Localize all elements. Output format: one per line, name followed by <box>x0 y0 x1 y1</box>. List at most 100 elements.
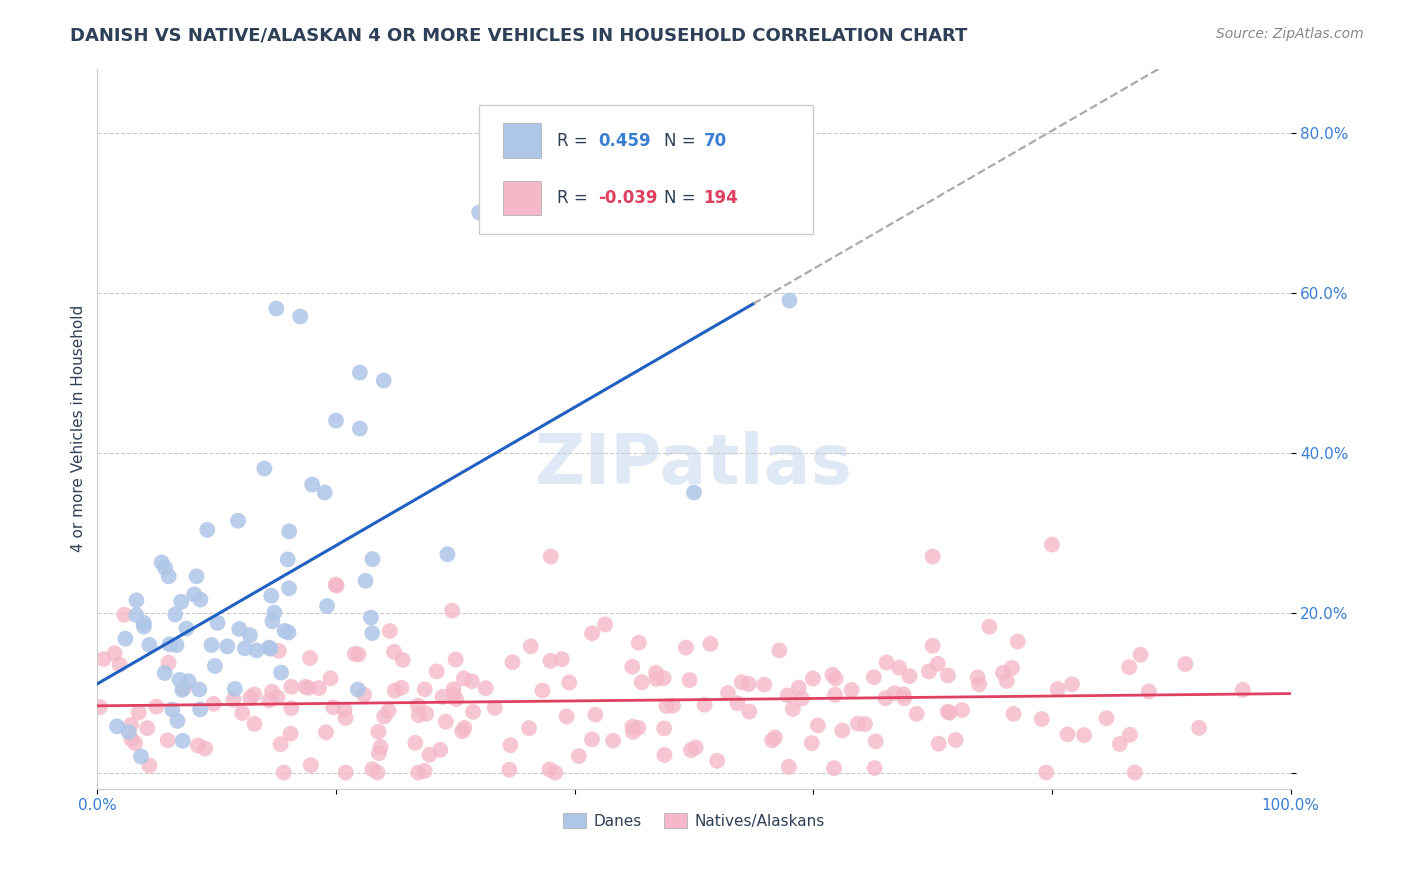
Point <box>166 638 188 652</box>
Point <box>950 703 973 717</box>
Text: DANISH VS NATIVE/ALASKAN 4 OR MORE VEHICLES IN HOUSEHOLD CORRELATION CHART: DANISH VS NATIVE/ALASKAN 4 OR MORE VEHIC… <box>70 27 967 45</box>
Point <box>217 640 239 654</box>
Point <box>936 705 959 719</box>
Point <box>273 624 295 638</box>
Point <box>157 656 180 670</box>
Point <box>875 691 897 706</box>
Point <box>222 693 245 707</box>
Point <box>602 733 624 747</box>
Point <box>367 724 389 739</box>
Point <box>979 619 1001 633</box>
Point <box>544 765 567 780</box>
Point <box>335 711 357 725</box>
Point <box>114 632 136 646</box>
Point <box>1056 727 1078 741</box>
Point <box>540 549 562 564</box>
Point <box>391 653 413 667</box>
Point <box>361 552 384 566</box>
Text: R =: R = <box>557 131 593 150</box>
Point <box>790 691 813 706</box>
Point <box>315 725 337 739</box>
Text: 70: 70 <box>703 131 727 150</box>
Point <box>159 637 181 651</box>
Point <box>898 669 921 683</box>
Point <box>824 688 846 702</box>
Text: -0.039: -0.039 <box>599 189 658 207</box>
Point <box>378 624 401 638</box>
Point <box>267 644 290 658</box>
Point <box>112 607 135 622</box>
Point <box>502 655 524 669</box>
Point <box>277 552 299 566</box>
Point <box>863 670 886 684</box>
Point <box>434 714 457 729</box>
Point <box>153 665 176 680</box>
Point <box>426 665 449 679</box>
Point <box>170 595 193 609</box>
Point <box>853 717 876 731</box>
Point <box>349 366 371 380</box>
Point <box>367 746 389 760</box>
Point <box>662 698 685 713</box>
Point <box>413 764 436 778</box>
Point <box>627 721 650 735</box>
Point <box>627 635 650 649</box>
Point <box>366 765 388 780</box>
Point <box>150 556 173 570</box>
Point <box>243 716 266 731</box>
Point <box>945 733 967 747</box>
FancyBboxPatch shape <box>479 104 813 234</box>
Point <box>1119 728 1142 742</box>
Point <box>717 686 740 700</box>
Point <box>89 700 111 714</box>
Point <box>124 736 146 750</box>
FancyBboxPatch shape <box>503 181 541 215</box>
Point <box>823 761 845 775</box>
Point <box>936 668 959 682</box>
Point <box>581 732 603 747</box>
Point <box>239 690 262 705</box>
Point <box>865 734 887 748</box>
Point <box>876 656 898 670</box>
Text: R =: R = <box>557 189 593 207</box>
Point <box>233 641 256 656</box>
Point <box>889 660 911 674</box>
Point <box>1123 765 1146 780</box>
Point <box>103 646 125 660</box>
Point <box>800 736 823 750</box>
Point <box>1232 682 1254 697</box>
Point <box>831 723 853 738</box>
Point <box>325 577 347 591</box>
Point <box>343 647 366 661</box>
Point <box>938 706 960 720</box>
Point <box>1060 677 1083 691</box>
Point <box>1031 712 1053 726</box>
Text: ZIPatlas: ZIPatlas <box>536 431 853 498</box>
Point <box>195 523 218 537</box>
Point <box>763 731 786 745</box>
Point <box>444 692 467 706</box>
Point <box>693 698 716 712</box>
Point <box>406 765 429 780</box>
Point <box>172 733 194 747</box>
Point <box>782 702 804 716</box>
Point <box>807 718 830 732</box>
Point <box>128 706 150 720</box>
Point <box>484 701 506 715</box>
Point <box>644 665 666 680</box>
Point <box>1129 648 1152 662</box>
Point <box>652 722 675 736</box>
Point <box>177 674 200 689</box>
Point <box>1118 660 1140 674</box>
Point <box>1040 537 1063 551</box>
Point <box>129 749 152 764</box>
Point <box>1002 706 1025 721</box>
Point <box>391 681 413 695</box>
Point <box>370 739 392 754</box>
Point <box>846 716 869 731</box>
Point <box>224 681 246 696</box>
Point <box>187 739 209 753</box>
Point <box>108 657 131 672</box>
Point <box>353 688 375 702</box>
Point <box>921 639 943 653</box>
